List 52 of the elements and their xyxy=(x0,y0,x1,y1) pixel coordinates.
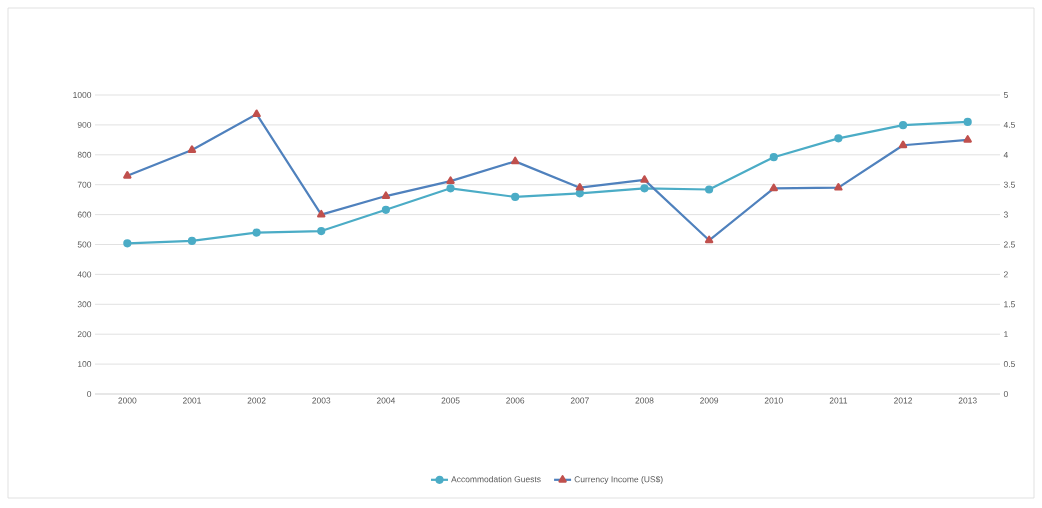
x-tick-label: 2009 xyxy=(700,397,719,404)
y2-tick-label: 2.5 xyxy=(1003,241,1015,248)
point xyxy=(575,189,584,198)
y-tick-label: 800 xyxy=(77,151,92,158)
y-tick-label: 200 xyxy=(77,331,92,338)
point xyxy=(769,153,778,162)
x-tick-label: 2005 xyxy=(441,397,460,404)
x-tick-label: 2006 xyxy=(506,397,525,404)
x-tick-label: 2013 xyxy=(958,397,977,404)
y2-tick-label: 1.5 xyxy=(1004,301,1015,308)
y-tick-label: 0 xyxy=(87,391,92,397)
y2-tick-label: 4 xyxy=(1003,151,1008,158)
x-tick-label: 2004 xyxy=(376,397,396,404)
x-tick-label: 2007 xyxy=(570,397,589,404)
y-tick-label: 100 xyxy=(77,361,92,368)
y2-tick-label: 3 xyxy=(1003,211,1008,218)
y2-tick-label: 5 xyxy=(1003,92,1008,98)
y-tick-label: 300 xyxy=(77,301,92,308)
y-tick-label: 700 xyxy=(77,181,92,188)
point xyxy=(446,184,455,193)
y2-tick-label: 3.5 xyxy=(1003,181,1015,188)
x-tick-label: 2012 xyxy=(894,397,913,404)
point xyxy=(187,236,197,246)
y2-tick-label: 1 xyxy=(1004,331,1008,338)
y2-tick-label: 0 xyxy=(1003,391,1008,397)
y-tick-label: 1000 xyxy=(73,92,92,98)
y2-tick-label: 2 xyxy=(1003,271,1008,278)
x-tick-label: 2000 xyxy=(118,397,137,404)
point xyxy=(317,226,326,236)
y-tick-label: 400 xyxy=(77,271,92,278)
point xyxy=(252,228,261,237)
point xyxy=(898,121,908,130)
point xyxy=(963,117,972,127)
x-tick-label: 2011 xyxy=(829,397,848,404)
point xyxy=(705,185,714,194)
x-tick-label: 2008 xyxy=(635,397,654,404)
x-tick-label: 2002 xyxy=(247,397,266,404)
x-tick-label: 2001 xyxy=(182,397,201,404)
point xyxy=(640,184,649,193)
point xyxy=(511,192,520,202)
x-tick-label: 2003 xyxy=(312,397,331,404)
point xyxy=(381,205,390,214)
legend-label: Currency Income (US$) xyxy=(574,475,663,484)
legend-label: Accommodation Guests xyxy=(451,475,541,483)
point xyxy=(834,134,843,143)
point xyxy=(123,239,132,248)
y2-tick-label: 4.5 xyxy=(1003,121,1015,128)
y-tick-label: 600 xyxy=(77,211,92,218)
x-tick-label: 2010 xyxy=(764,397,783,404)
y-tick-label: 900 xyxy=(77,121,92,128)
y-tick-label: 500 xyxy=(77,241,92,248)
y2-tick-label: 0.5 xyxy=(1003,361,1015,368)
